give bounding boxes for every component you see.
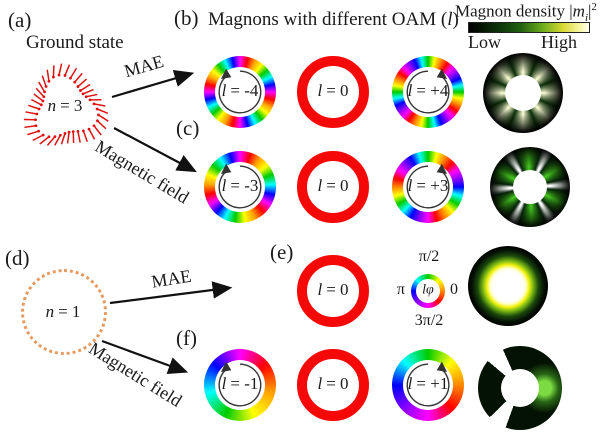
l-var: l <box>317 374 323 394</box>
density-ring-6-segments <box>490 147 570 227</box>
n1-label: n = 1 <box>20 302 106 322</box>
density-var-m: m <box>572 1 585 21</box>
l-val: = -4 <box>230 81 259 101</box>
ring-l-plus1: l = +1 <box>392 349 464 421</box>
density-hole <box>501 369 539 407</box>
ring-l-minus4: l = -4 <box>204 56 276 128</box>
n-val: = 3 <box>60 96 83 115</box>
density-ring-8-lobes <box>483 53 563 133</box>
colorbar-low-label: Low <box>468 32 501 52</box>
density-post: | <box>588 1 592 21</box>
ring-l-zero-e: l = 0 <box>297 255 369 327</box>
density-ring-uniform <box>468 246 548 326</box>
circulation-arrow-ccw-icon <box>218 68 262 114</box>
l-val: = +3 <box>416 176 449 196</box>
n3-label: n = 3 <box>20 96 110 116</box>
magnetic-field-label-f: Magnetic field <box>85 338 186 411</box>
circulation-arrow-ccw-icon <box>218 361 262 407</box>
circulation-arrow-cw-icon <box>406 68 450 114</box>
magnon-density-title: Magnon density |mi|2 <box>455 1 600 24</box>
ring-label: l = -4 <box>204 81 276 101</box>
phase-colorwheel-legend: lφ <box>411 274 445 308</box>
title-var-l: l <box>447 9 453 30</box>
l-val: = 0 <box>326 280 349 300</box>
ring-l-plus3: l = +3 <box>392 151 464 223</box>
l-var: l <box>317 81 323 101</box>
density-hole <box>505 75 541 111</box>
title-post: ) <box>452 9 459 30</box>
legend-zero: 0 <box>450 281 458 298</box>
n-val: = 1 <box>58 302 81 321</box>
circulation-arrow-ccw-icon <box>218 163 262 209</box>
density-pre: Magnon density | <box>455 1 573 21</box>
ring-l-zero-b: l = 0 <box>297 56 369 128</box>
l-val: = 0 <box>326 374 349 394</box>
arrow-mae-to-b <box>111 69 195 99</box>
ring-l-zero-c: l = 0 <box>297 151 369 223</box>
l-val: = -1 <box>230 374 259 394</box>
density-sub: i <box>584 12 589 25</box>
circulation-arrow-cw-icon <box>406 163 450 209</box>
l-val: = 0 <box>326 81 349 101</box>
legend-pi: π <box>396 281 405 298</box>
density-colorbar <box>468 22 590 33</box>
ring-l-minus3: l = -3 <box>204 151 276 223</box>
lphi-var: lφ <box>422 282 434 298</box>
legend-lphi-label: lφ <box>411 283 445 299</box>
ring-label: l = +4 <box>392 81 464 101</box>
mae-label-e: MAE <box>150 265 193 292</box>
l-val: = +4 <box>416 81 449 101</box>
density-ring-2-lobes <box>478 346 562 430</box>
ring-l-minus1: l = -1 <box>204 349 276 421</box>
l-var: l <box>221 176 227 196</box>
panel-label-e: (e) <box>270 240 294 264</box>
ring-label: l = -3 <box>204 176 276 196</box>
density-sup: 2 <box>591 1 597 13</box>
circulation-arrow-cw-icon <box>406 361 450 407</box>
panel-label-f: (f) <box>176 326 197 350</box>
density-hole <box>513 170 547 204</box>
ground-state-n3-spiral <box>10 52 120 162</box>
l-var: l <box>317 280 323 300</box>
l-val: = +1 <box>416 374 449 394</box>
colorbar-high-label: High <box>541 32 577 52</box>
ring-label: l = +1 <box>392 374 464 394</box>
legend-3pi-half: 3π/2 <box>414 312 444 329</box>
l-var: l <box>407 176 413 196</box>
ground-state-label: Ground state <box>26 32 124 53</box>
magnetic-field-label-c: Magnetic field <box>91 136 193 208</box>
spiky-circle-graphic <box>23 63 109 146</box>
panel-label-a: (a) <box>8 8 32 32</box>
n-var: n <box>45 302 55 321</box>
ring-label: l = 0 <box>307 280 359 300</box>
panel-label-b: (b) <box>174 6 199 30</box>
mae-label-b: MAE <box>122 50 166 82</box>
ring-label: l = -1 <box>204 374 276 394</box>
l-var: l <box>407 374 413 394</box>
l-val: = -3 <box>230 176 259 196</box>
ring-label: l = +3 <box>392 176 464 196</box>
legend-pi-half: π/2 <box>418 248 440 265</box>
figure-title: Magnons with different OAM (l) <box>208 9 459 31</box>
ring-label: l = 0 <box>307 374 359 394</box>
title-pre: Magnons with different OAM ( <box>208 9 448 30</box>
ring-label: l = 0 <box>307 81 359 101</box>
panel-label-d: (d) <box>5 246 30 270</box>
ground-state-n1-circle <box>21 269 107 355</box>
l-var: l <box>221 374 227 394</box>
l-var: l <box>221 81 227 101</box>
ring-label: l = 0 <box>307 176 359 196</box>
ring-l-plus4: l = +4 <box>392 56 464 128</box>
l-val: = 0 <box>326 176 349 196</box>
n-var: n <box>47 96 57 115</box>
l-var: l <box>407 81 413 101</box>
l-var: l <box>317 176 323 196</box>
panel-label-c: (c) <box>176 116 200 140</box>
ring-l-zero-f: l = 0 <box>297 349 369 421</box>
